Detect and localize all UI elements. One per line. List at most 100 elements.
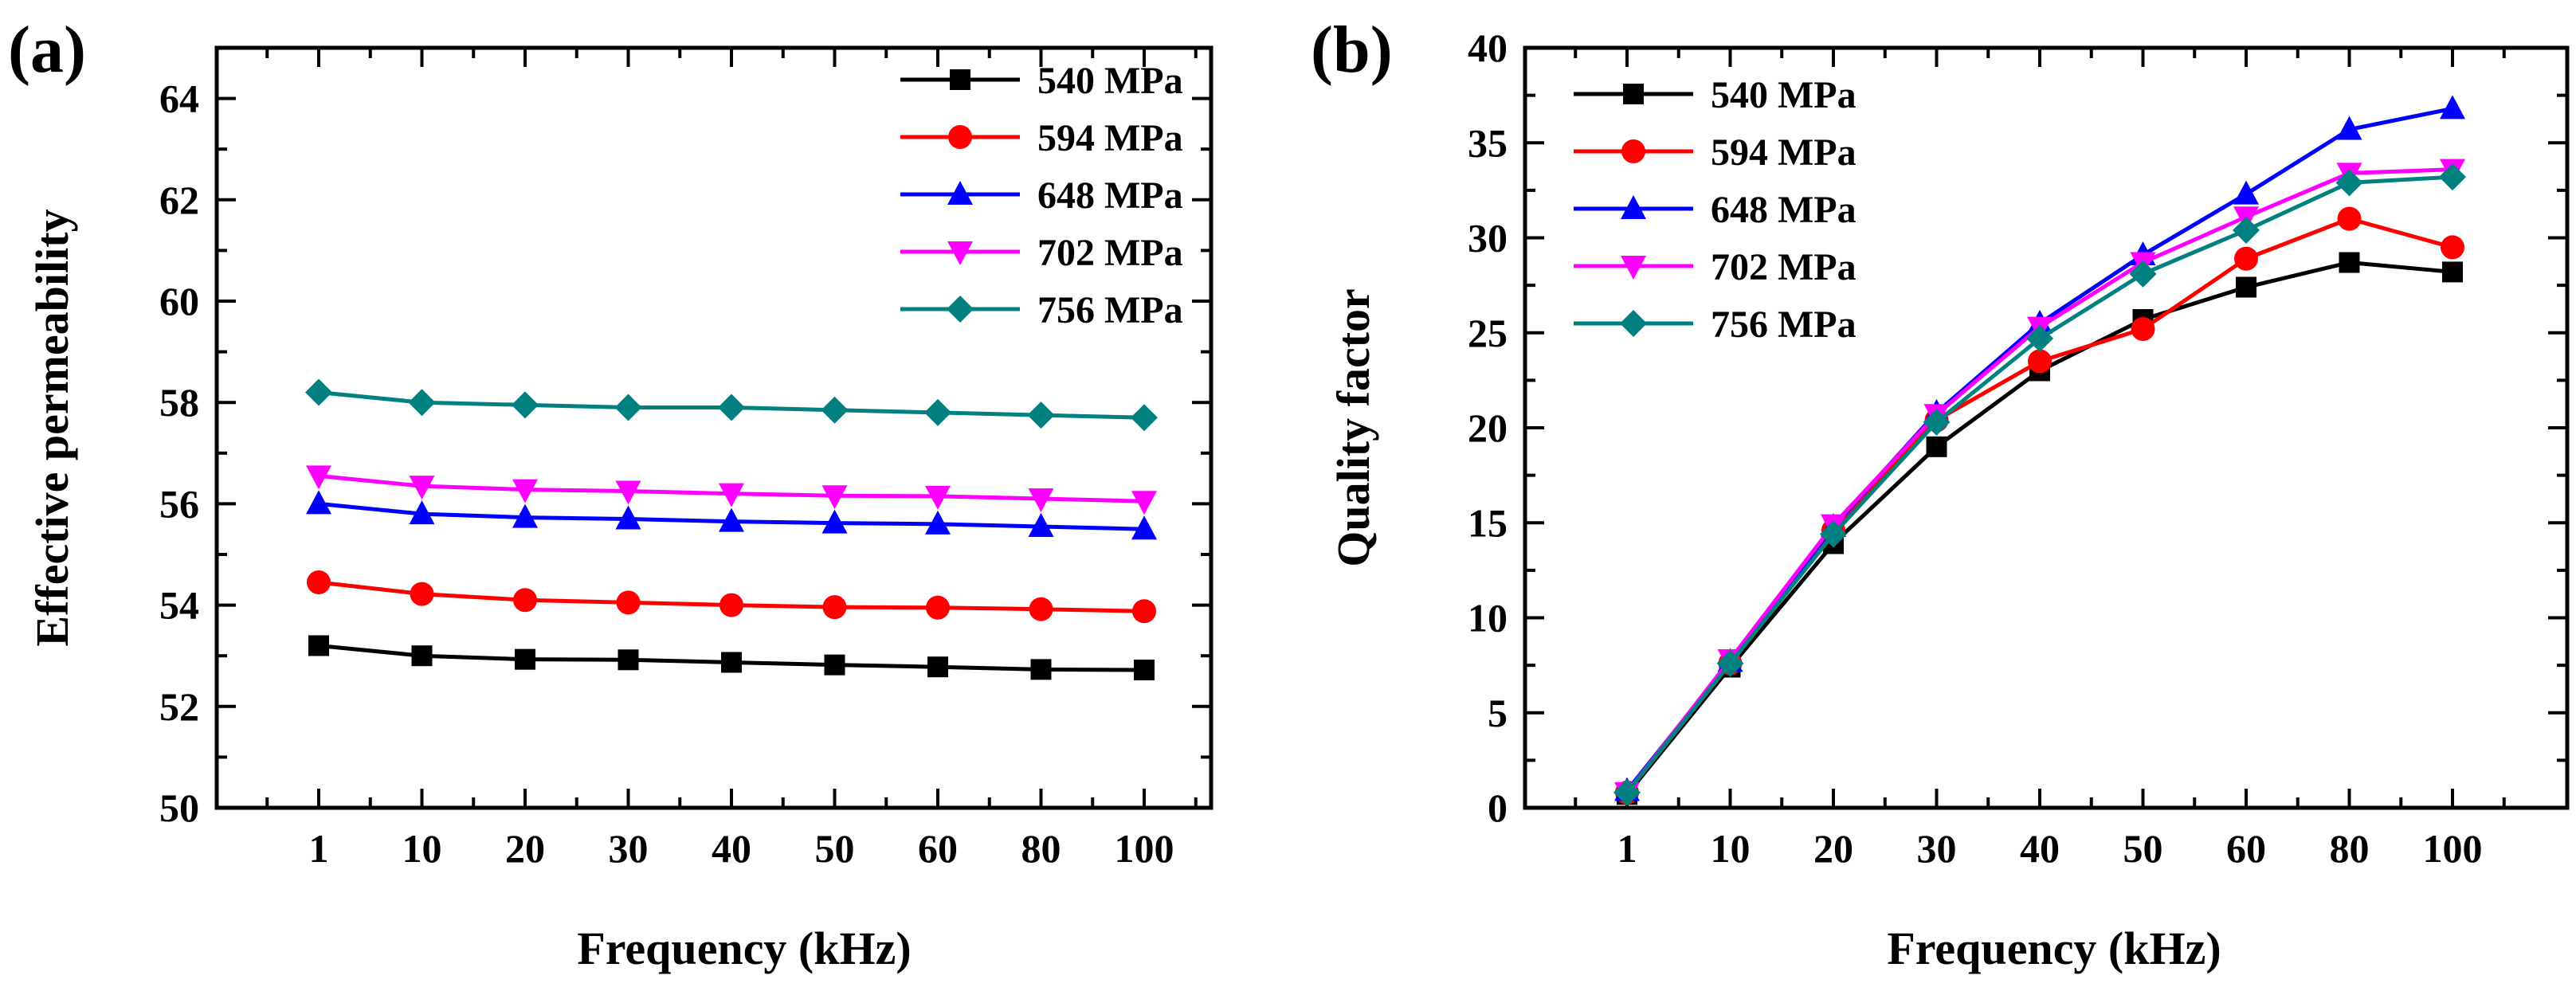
x-tick-label: 40 <box>712 826 751 871</box>
data-point <box>2337 206 2362 231</box>
data-point <box>719 483 744 507</box>
legend-marker <box>947 241 973 265</box>
y-tick-label: 0 <box>1488 785 1508 830</box>
x-tick-label: 30 <box>1917 826 1957 871</box>
data-point <box>1027 401 1055 429</box>
y-tick-label: 30 <box>1468 216 1508 260</box>
legend-marker <box>1620 310 1647 337</box>
data-point <box>1716 649 1744 677</box>
data-point <box>2336 116 2362 140</box>
x-tick-label: 100 <box>1115 826 1174 871</box>
legend-marker <box>947 296 974 323</box>
y-tick-label: 54 <box>159 583 199 628</box>
data-point <box>2129 260 2157 288</box>
data-point <box>2026 324 2053 352</box>
x-axis-label: Frequency (kHz) <box>577 922 911 974</box>
data-point <box>1923 408 1951 436</box>
plot-frame <box>214 45 1214 810</box>
data-point <box>307 570 331 594</box>
y-tick-label: 5 <box>1488 691 1508 735</box>
data-point <box>1131 491 1157 515</box>
data-point <box>618 649 639 671</box>
data-point <box>1131 404 1158 432</box>
data-point <box>719 593 743 617</box>
x-tick-label: 50 <box>2123 826 2163 871</box>
data-point <box>821 485 848 510</box>
legend-label: 594 MPa <box>1037 117 1183 159</box>
x-tick-label: 20 <box>505 826 545 871</box>
x-tick-label: 80 <box>1021 826 1061 871</box>
data-point <box>408 389 436 417</box>
data-point <box>1030 659 1052 680</box>
data-point <box>1028 513 1054 538</box>
data-point <box>2131 316 2155 341</box>
x-tick-label: 80 <box>2330 826 2370 871</box>
data-point <box>2442 261 2463 283</box>
series-594-mpa <box>1615 206 2464 805</box>
series-594-mpa <box>307 570 1156 624</box>
data-point <box>2441 235 2464 260</box>
legend-marker <box>1623 84 1644 104</box>
data-point <box>1131 515 1157 540</box>
data-point <box>615 505 641 530</box>
legend-label: 540 MPa <box>1037 60 1183 102</box>
series-756-mpa <box>1613 163 2466 806</box>
plot-frame <box>1523 45 2570 810</box>
data-point <box>718 394 745 421</box>
x-tick-label: 20 <box>1813 826 1853 871</box>
y-axis-label: Effective permeability <box>26 209 78 646</box>
data-point <box>1029 597 1053 621</box>
data-point <box>2233 180 2259 205</box>
legend-label: 702 MPa <box>1711 246 1857 288</box>
data-point <box>306 490 331 515</box>
data-point <box>821 396 849 424</box>
data-point <box>2234 246 2258 271</box>
y-tick-label: 64 <box>159 76 199 121</box>
data-point <box>614 394 642 421</box>
legend-label: 648 MPa <box>1711 189 1857 231</box>
data-point <box>512 479 538 503</box>
data-point <box>515 648 535 670</box>
x-tick-label: 10 <box>402 826 442 871</box>
y-axis-label: Quality factor <box>1327 288 1379 567</box>
data-point <box>1134 660 1155 681</box>
data-point <box>824 654 845 676</box>
data-point <box>2439 163 2466 191</box>
series-540-mpa <box>308 635 1155 681</box>
panel-label: (a) <box>8 13 86 87</box>
data-point <box>410 582 434 606</box>
y-tick-label: 60 <box>159 279 199 323</box>
legend: 540 MPa 594 MPa 648 MPa 702 MPa 756 MPa <box>1574 74 1857 346</box>
data-point <box>1613 778 1641 806</box>
x-axis-label: Frequency (kHz) <box>1887 922 2221 974</box>
y-tick-label: 56 <box>159 481 199 526</box>
data-point <box>822 595 847 620</box>
y-tick-label: 58 <box>159 380 199 425</box>
legend-marker <box>1621 256 1646 280</box>
data-point <box>821 509 848 534</box>
legend: 540 MPa 594 MPa 648 MPa 702 MPa 756 MPa <box>900 60 1183 331</box>
legend-marker <box>947 181 973 205</box>
data-point <box>1926 436 1947 457</box>
data-point <box>2339 252 2360 273</box>
chart-panel-b: (b) 0 5 10 15 20 25 30 35 40 1 10 20 30 40 50 60 80 100 Fre… <box>1311 13 2570 974</box>
y-tick-label: 62 <box>159 178 199 222</box>
legend-label: 756 MPa <box>1711 304 1857 346</box>
data-point <box>925 510 951 535</box>
chart-panel-a: (a) 50 52 54 56 58 60 62 64 1 10 20 30 40 50 60 80 100 Fre… <box>8 13 1214 974</box>
panel-label: (b) <box>1311 13 1393 87</box>
data-point <box>2028 349 2052 374</box>
x-tick-label: 1 <box>309 826 329 871</box>
y-tick-label: 10 <box>1468 596 1508 640</box>
legend-label: 756 MPa <box>1037 289 1183 331</box>
series-702-mpa <box>306 465 1157 515</box>
x-tick-label: 60 <box>2226 826 2266 871</box>
series-756-mpa <box>305 378 1158 432</box>
data-point <box>1132 599 1156 624</box>
x-tick-label: 60 <box>918 826 958 871</box>
data-point <box>1820 520 1847 548</box>
data-point <box>2440 95 2465 119</box>
x-tick-label: 10 <box>1711 826 1751 871</box>
data-point <box>2236 276 2256 298</box>
